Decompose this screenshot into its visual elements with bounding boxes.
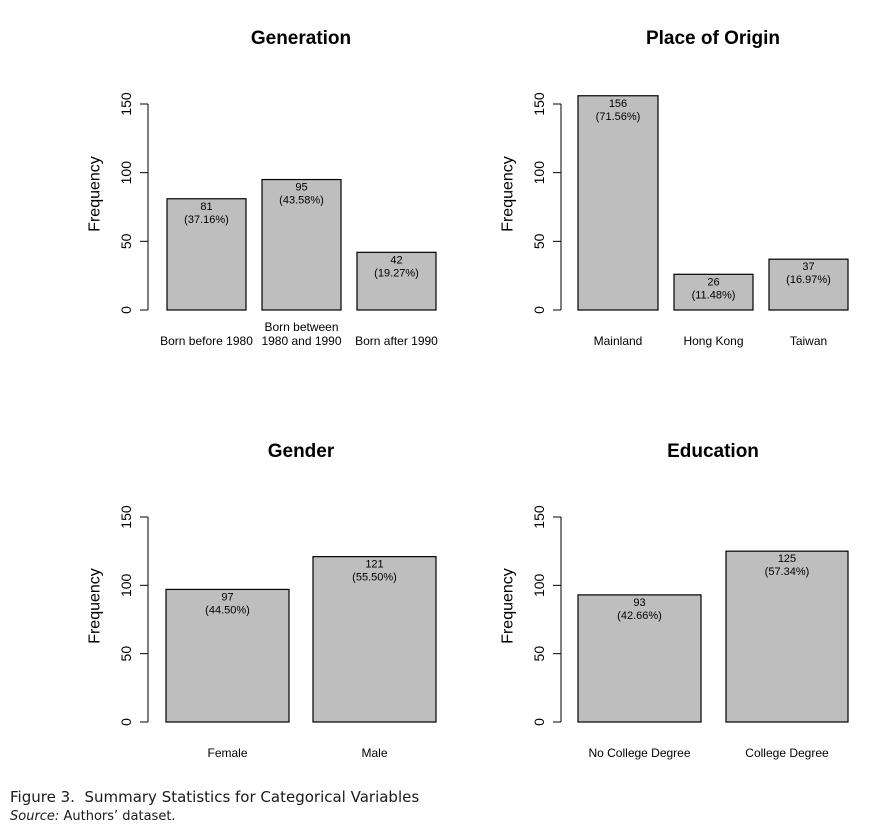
bar-value-label: 37 <box>802 261 814 273</box>
bar <box>356 251 437 311</box>
category-label: Taiwan <box>790 334 827 348</box>
y-tick-label: 150 <box>118 92 134 116</box>
bar-value-label: 93 <box>633 597 645 609</box>
bar-percent-label: (43.58%) <box>279 195 324 207</box>
category-label: Hong Kong <box>683 334 743 348</box>
y-tick-label: 0 <box>531 306 547 314</box>
chart-title: Education <box>667 441 759 462</box>
chart-panel-3: Education Frequency 0 50 100 150 93(42.66%) No … <box>500 441 849 760</box>
bar-value-label: 156 <box>609 98 627 110</box>
figure: Generation Frequency 0 50 100 150 81(37.16%) Bo… <box>87 28 849 760</box>
chart-title: Gender <box>268 441 335 462</box>
category-label: No College Degree <box>588 746 690 760</box>
category-label: Born before 1980 <box>160 334 253 348</box>
bar-percent-label: (37.16%) <box>184 214 229 226</box>
bar-percent-label: (42.66%) <box>617 610 662 622</box>
y-tick-label: 0 <box>118 306 134 314</box>
source-text: Authors’ dataset. <box>63 809 176 824</box>
chart-panel-0: Generation Frequency 0 50 100 150 81(37.16%) Bo… <box>87 28 439 348</box>
bar <box>577 95 659 311</box>
y-axis-label: Frequency <box>87 568 104 644</box>
category-label: Female <box>207 746 247 760</box>
y-tick-label: 150 <box>531 505 547 529</box>
figure-caption-text: Summary Statistics for Categorical Varia… <box>84 788 420 806</box>
y-tick-label: 50 <box>118 646 134 662</box>
chart-panel-1: Place of Origin Frequency 0 50 100 150 156(71.… <box>500 28 849 348</box>
y-tick-label: 100 <box>118 573 134 597</box>
bar-percent-label: (55.50%) <box>352 572 397 584</box>
bar-value-label: 95 <box>295 182 307 194</box>
category-label: Male <box>361 746 387 760</box>
category-label: Mainland <box>594 334 643 348</box>
y-tick-label: 0 <box>531 718 547 726</box>
category-label: College Degree <box>745 746 829 760</box>
bar <box>725 550 849 723</box>
bar <box>261 178 342 311</box>
category-label: 1980 and 1990 <box>261 334 341 348</box>
y-tick-label: 50 <box>531 233 547 249</box>
bar-value-label: 125 <box>778 553 796 565</box>
bar-percent-label: (57.34%) <box>765 566 810 578</box>
chart-panel-2: Gender Frequency 0 50 100 150 97(44.50%) Female… <box>87 441 437 760</box>
bar-percent-label: (11.48%) <box>692 289 736 301</box>
bar <box>768 258 849 311</box>
bar-value-label: 121 <box>365 559 383 571</box>
chart-title: Generation <box>251 28 351 49</box>
bar-percent-label: (71.56%) <box>596 111 641 123</box>
y-tick-label: 150 <box>118 505 134 529</box>
bar <box>673 273 754 311</box>
y-tick-label: 150 <box>531 92 547 116</box>
y-tick-label: 50 <box>531 646 547 662</box>
figure-caption: Figure 3. Summary Statistics for Categor… <box>10 788 419 806</box>
y-tick-label: 100 <box>531 161 547 185</box>
y-tick-label: 50 <box>118 233 134 249</box>
category-label: Born after 1990 <box>355 334 438 348</box>
bar-value-label: 26 <box>707 276 719 288</box>
y-tick-label: 100 <box>531 573 547 597</box>
bar-percent-label: (16.97%) <box>786 274 831 286</box>
source-label: Source: <box>10 809 60 824</box>
bar-value-label: 97 <box>221 591 233 603</box>
y-tick-label: 100 <box>118 161 134 185</box>
bar <box>166 198 247 311</box>
chart-title: Place of Origin <box>646 28 780 49</box>
y-axis-label: Frequency <box>500 568 517 644</box>
figure-label: Figure 3. <box>10 788 75 806</box>
bar-value-label: 42 <box>390 254 402 266</box>
y-tick-label: 0 <box>118 718 134 726</box>
bar <box>577 594 702 723</box>
bar <box>165 588 290 723</box>
y-axis-label: Frequency <box>87 156 104 232</box>
bar-percent-label: (19.27%) <box>374 267 419 279</box>
y-axis-label: Frequency <box>500 156 517 232</box>
category-label: Born between <box>264 320 338 334</box>
source-note: Source: Authors’ dataset. <box>10 809 176 824</box>
bar-percent-label: (44.50%) <box>205 604 250 616</box>
bar <box>312 556 437 723</box>
bar-value-label: 81 <box>200 201 212 213</box>
